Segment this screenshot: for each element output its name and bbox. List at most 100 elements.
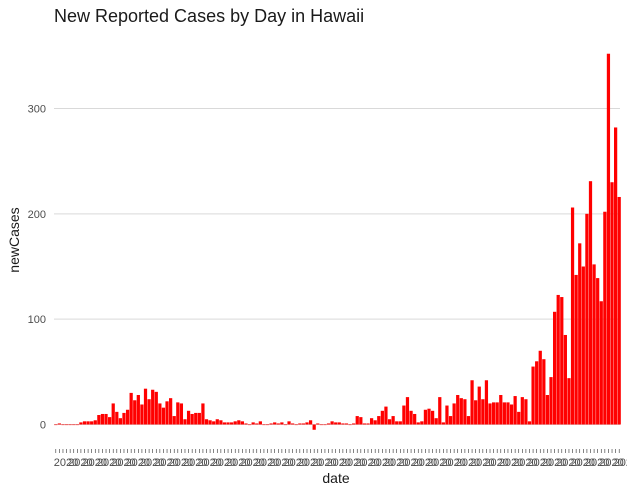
- bar: [165, 401, 169, 425]
- x-tick-label: 2020: [413, 457, 437, 469]
- x-tick-label: 2020: [398, 457, 422, 469]
- bar: [136, 395, 140, 425]
- x-tick-label: 2020: [197, 457, 221, 469]
- bar: [441, 422, 445, 425]
- bar: [269, 423, 273, 425]
- bar: [212, 421, 216, 425]
- bar: [308, 420, 313, 425]
- x-tick-label: 2020: [140, 457, 164, 469]
- bar: [111, 403, 115, 425]
- bar: [373, 420, 377, 425]
- x-tick-label: 2020: [255, 457, 279, 469]
- x-tick-label: 2020: [384, 457, 408, 469]
- x-tick-label: 2020: [571, 457, 595, 469]
- bar: [240, 421, 245, 425]
- bar: [531, 366, 535, 425]
- bar: [538, 350, 542, 425]
- bar: [93, 420, 97, 425]
- bar: [452, 403, 456, 425]
- bar: [405, 397, 410, 425]
- bar: [395, 421, 399, 425]
- bars: [54, 53, 621, 430]
- bar: [445, 405, 449, 425]
- bar: [287, 421, 291, 425]
- x-tick-label: 2020: [183, 457, 207, 469]
- x-tick-label: 2020: [355, 457, 379, 469]
- bar: [201, 403, 205, 425]
- bar: [54, 424, 58, 426]
- bar: [502, 402, 506, 425]
- bar: [448, 416, 453, 425]
- x-tick-label: 2020: [527, 457, 551, 469]
- bar: [90, 421, 94, 425]
- bar: [614, 127, 618, 425]
- bar: [416, 422, 420, 425]
- bar: [280, 422, 284, 425]
- bar: [348, 424, 352, 426]
- bar: [592, 264, 596, 425]
- bar: [391, 416, 395, 425]
- y-tick-label: 0: [40, 420, 46, 432]
- x-tick-label: 2020: [269, 457, 293, 469]
- bar: [147, 399, 151, 425]
- bar: [596, 278, 600, 425]
- bar: [161, 407, 166, 425]
- bar: [466, 416, 471, 425]
- bar: [244, 423, 248, 425]
- bar: [75, 424, 79, 426]
- y-axis-title: newCases: [6, 207, 22, 272]
- bar: [481, 399, 485, 425]
- bar: [255, 423, 259, 425]
- bar: [298, 423, 302, 425]
- bar: [237, 420, 241, 425]
- x-axis-ticks: 2020202020202020202020202020202020202020…: [54, 449, 627, 469]
- bar: [420, 421, 424, 425]
- bar: [323, 424, 327, 426]
- bar: [151, 389, 155, 425]
- bar: [610, 182, 614, 425]
- x-tick-label: 2020: [212, 457, 236, 469]
- bar: [222, 422, 227, 425]
- bar: [57, 423, 61, 425]
- bar: [326, 423, 331, 425]
- bar: [204, 419, 209, 425]
- bar: [520, 397, 524, 425]
- x-axis-title: date: [322, 470, 349, 486]
- x-tick-label: 2020: [513, 457, 537, 469]
- bar: [258, 421, 262, 425]
- x-tick-label: 2020: [614, 457, 627, 469]
- bar: [585, 213, 589, 425]
- x-tick-label: 2020: [97, 457, 121, 469]
- bar: [344, 423, 349, 425]
- bar: [79, 422, 83, 425]
- bar: [226, 422, 230, 425]
- bar: [82, 421, 87, 425]
- bar: [305, 422, 309, 425]
- bar: [64, 424, 69, 426]
- x-tick-label: 2020: [312, 457, 336, 469]
- bar: [215, 419, 219, 425]
- bar: [463, 399, 467, 425]
- bar: [549, 377, 553, 425]
- bar: [97, 415, 101, 425]
- bar: [574, 274, 578, 425]
- bar: [341, 423, 345, 425]
- bar: [477, 386, 481, 425]
- bar: [230, 422, 234, 425]
- bar: [140, 404, 144, 425]
- bar: [470, 380, 474, 425]
- bar: [488, 403, 492, 425]
- bar: [456, 395, 460, 425]
- bar: [524, 399, 528, 425]
- bar: [194, 412, 198, 425]
- bar: [208, 420, 212, 425]
- bar: [491, 402, 496, 425]
- x-tick-label: 2020: [226, 457, 250, 469]
- bar: [362, 423, 367, 425]
- bar: [312, 424, 316, 430]
- bar: [301, 423, 306, 425]
- bar: [506, 402, 510, 425]
- bar: [517, 411, 521, 425]
- x-tick-label: 2020: [556, 457, 580, 469]
